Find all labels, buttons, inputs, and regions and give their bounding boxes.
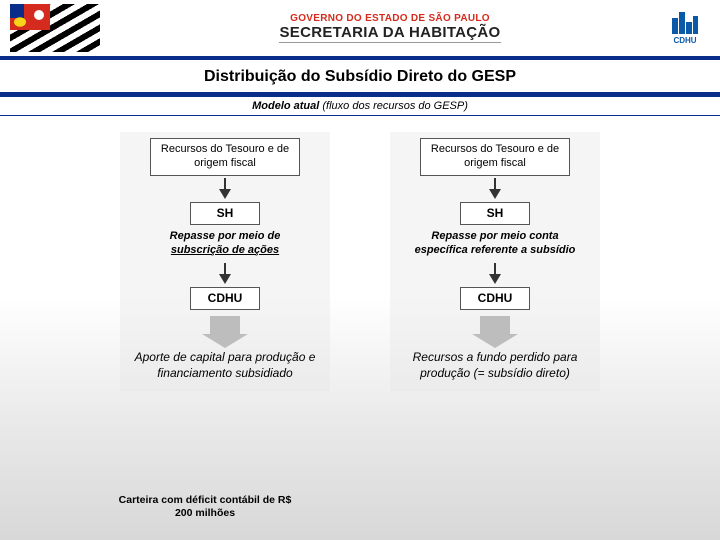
flow-container: Recursos do Tesouro e de origem fiscal S…	[0, 116, 720, 391]
arrow-down-icon	[219, 189, 231, 199]
left-outcome: Aporte de capital para produção e financ…	[130, 348, 320, 381]
header-titles: GOVERNO DO ESTADO DE SÃO PAULO SECRETARI…	[120, 13, 660, 43]
flow-right: Recursos do Tesouro e de origem fiscal S…	[390, 132, 600, 391]
left-source-box: Recursos do Tesouro e de origem fiscal	[150, 138, 300, 176]
left-footnote: Carteira com déficit contábil de R$ 200 …	[110, 494, 300, 520]
right-cdhu-box: CDHU	[460, 287, 530, 310]
arrow-down-icon	[489, 189, 501, 199]
block-arrow-down-icon	[210, 316, 240, 334]
right-repasse-text: Repasse por meio conta específica refere…	[410, 225, 580, 262]
right-outcome: Recursos a fundo perdido para produção (…	[400, 348, 590, 381]
arrow-down-icon	[489, 274, 501, 284]
flow-left: Recursos do Tesouro e de origem fiscal S…	[120, 132, 330, 391]
right-sh-box: SH	[460, 202, 530, 225]
gov-line: GOVERNO DO ESTADO DE SÃO PAULO	[120, 13, 660, 24]
page-title: Distribuição do Subsídio Direto do GESP	[0, 60, 720, 92]
cdhu-logo-icon	[672, 12, 698, 34]
right-repasse-b: específica referente a subsídio	[415, 244, 576, 256]
page-header: GOVERNO DO ESTADO DE SÃO PAULO SECRETARI…	[0, 0, 720, 60]
subtitle-bar: Modelo atual (fluxo dos recursos do GESP…	[0, 92, 720, 116]
subtitle: Modelo atual (fluxo dos recursos do GESP…	[0, 97, 720, 115]
right-source-box: Recursos do Tesouro e de origem fiscal	[420, 138, 570, 176]
left-repasse-b: subscrição de ações	[171, 244, 279, 256]
sec-line: SECRETARIA DA HABITAÇÃO	[279, 24, 500, 43]
right-repasse-a: Repasse por meio conta	[431, 230, 558, 242]
left-repasse-a: Repasse por meio de	[170, 230, 281, 242]
cdhu-logo: CDHU	[660, 12, 710, 45]
cdhu-logo-label: CDHU	[660, 36, 710, 45]
block-arrow-down-icon	[480, 316, 510, 334]
left-sh-box: SH	[190, 202, 260, 225]
arrow-down-icon	[219, 274, 231, 284]
left-cdhu-box: CDHU	[190, 287, 260, 310]
subtitle-italic: (fluxo dos recursos do GESP)	[322, 100, 468, 112]
sp-flag	[10, 4, 100, 52]
subtitle-bold: Modelo atual	[252, 100, 319, 112]
left-repasse-text: Repasse por meio de subscrição de ações	[140, 225, 310, 262]
